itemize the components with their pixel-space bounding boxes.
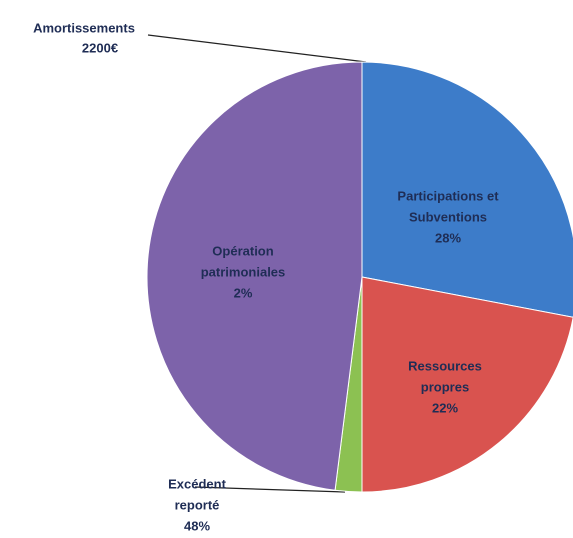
- slice-value-label: 2%: [234, 285, 253, 300]
- annotation-value: 2200€: [82, 40, 118, 55]
- leader-line: [147, 34, 367, 63]
- pie-slice: [361, 61, 573, 318]
- slice-label: Opération: [212, 243, 273, 258]
- slice-label: patrimoniales: [201, 264, 286, 279]
- leader-line: [194, 486, 346, 493]
- slice-value-label: 22%: [432, 400, 458, 415]
- slice-label: Ressources: [408, 358, 482, 373]
- slice-label: reporté: [175, 497, 220, 512]
- slice-value-label: 48%: [184, 518, 210, 533]
- slice-label: propres: [421, 379, 469, 394]
- pie-slice: [361, 276, 573, 493]
- slice-label: Participations et: [397, 188, 499, 203]
- slice-label: Subventions: [409, 209, 487, 224]
- annotation-label: Amortissements: [33, 20, 135, 35]
- slice-value-label: 28%: [435, 230, 461, 245]
- pie-slice: [146, 61, 363, 491]
- slice-label: Excédent: [168, 476, 226, 491]
